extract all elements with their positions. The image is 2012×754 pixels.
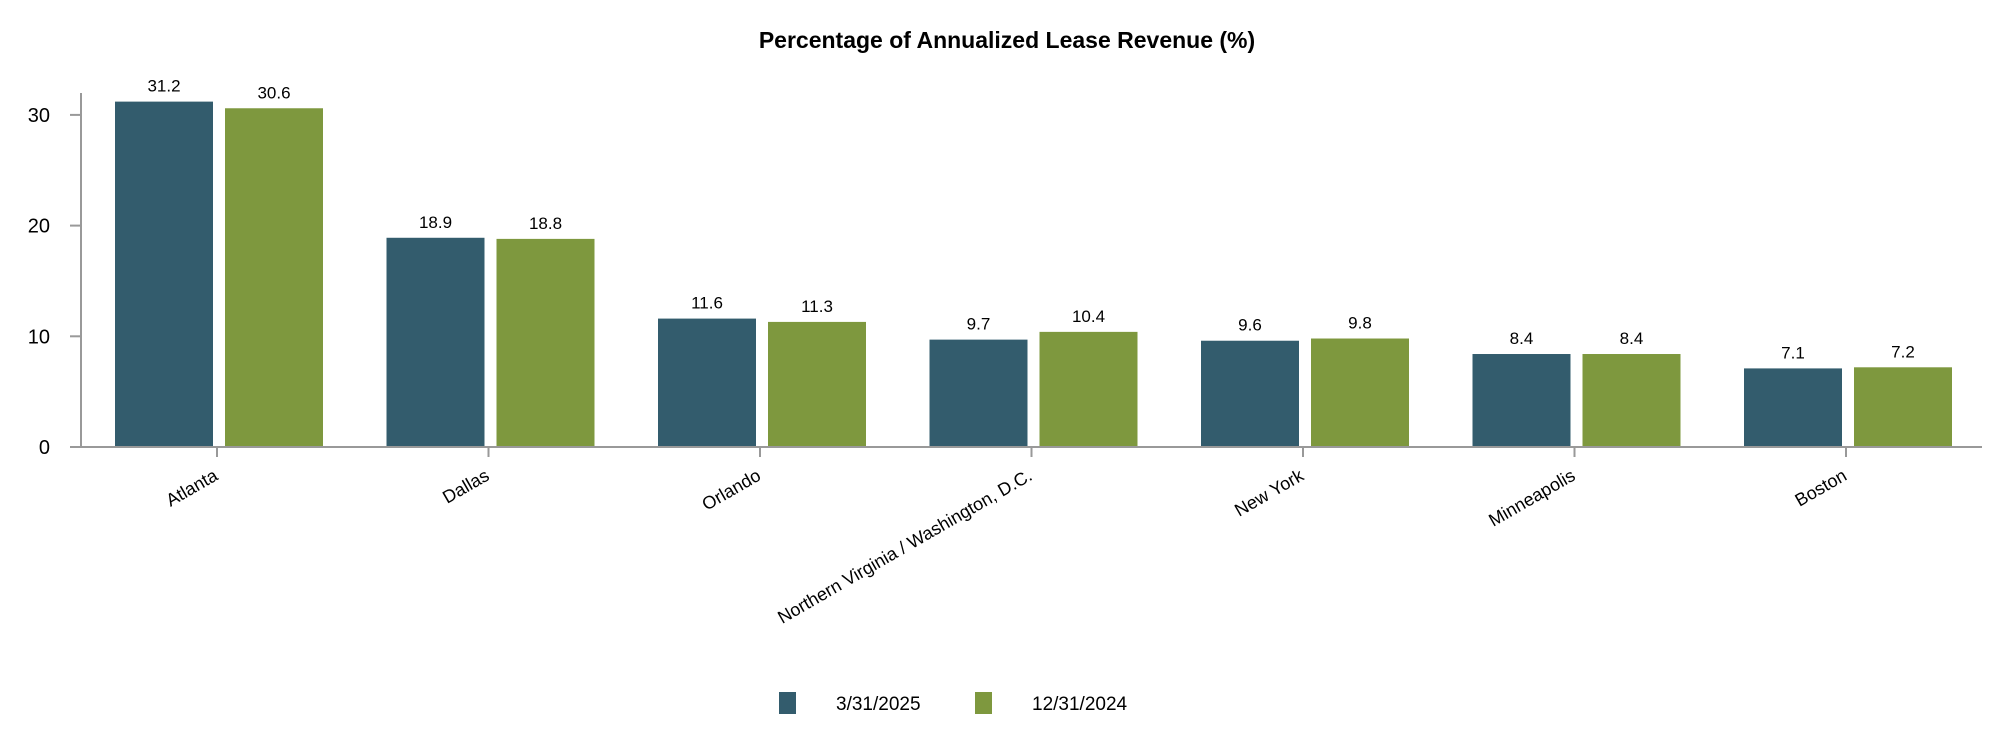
x-category-label: Atlanta: [162, 465, 221, 511]
bars: 31.2 30.6 18.9 18.8 11.6 11.3 9.7 10.4 9.6 9.8 8.4…: [115, 77, 1952, 447]
legend: 3/31/2025 12/31/2024: [779, 692, 1128, 715]
x-category-label: Northern Virginia / Washington, D.C.: [774, 465, 1035, 627]
y-axis: 0 10 20 30: [28, 93, 82, 459]
bar-3-31-2025: [1744, 368, 1842, 446]
bar-12-31-2024: [1311, 338, 1409, 446]
legend-label: 3/31/2025: [836, 694, 921, 715]
data-label: 9.7: [967, 315, 991, 334]
data-label: 18.9: [419, 213, 452, 232]
bar-12-31-2024: [1854, 367, 1952, 446]
y-tick-label: 20: [28, 216, 50, 238]
bar-12-31-2024: [1039, 331, 1138, 446]
data-label: 10.4: [1072, 307, 1105, 326]
data-label: 11.6: [691, 294, 723, 313]
y-tick-label: 30: [28, 105, 50, 127]
data-label: 9.8: [1348, 314, 1372, 333]
x-category-label: New York: [1231, 465, 1308, 521]
legend-swatch: [779, 692, 796, 714]
x-axis: Atlanta Dallas Orlando Northern Virginia / …: [70, 446, 1982, 628]
x-category-label: Boston: [1791, 465, 1850, 510]
bar-3-31-2025: [658, 318, 756, 446]
y-tick-label: 0: [39, 437, 50, 459]
y-tick-label: 10: [28, 326, 50, 348]
bar-12-31-2024: [225, 108, 323, 447]
data-label: 8.4: [1620, 329, 1644, 348]
data-label: 7.2: [1891, 342, 1915, 361]
legend-label: 12/31/2024: [1032, 694, 1128, 715]
x-category-label: Orlando: [699, 465, 764, 514]
x-category-label: Minneapolis: [1485, 465, 1578, 530]
bar-3-31-2025: [1472, 354, 1571, 446]
bar-12-31-2024: [1582, 354, 1681, 446]
bar-12-31-2024: [768, 321, 866, 446]
data-label: 30.6: [257, 83, 290, 102]
data-label: 31.2: [147, 77, 180, 96]
chart-title: Percentage of Annualized Lease Revenue (…: [759, 27, 1255, 53]
data-label: 8.4: [1510, 329, 1534, 348]
data-label: 18.8: [529, 214, 562, 233]
x-category-label: Dallas: [439, 465, 492, 507]
legend-swatch: [975, 692, 992, 714]
bar-12-31-2024: [496, 238, 595, 446]
data-label: 11.3: [801, 297, 833, 316]
bar-3-31-2025: [1201, 340, 1299, 446]
data-label: 7.1: [1781, 343, 1805, 362]
bar-3-31-2025: [386, 237, 485, 446]
data-label: 9.6: [1238, 316, 1262, 335]
bar-3-31-2025: [115, 101, 213, 446]
bar-3-31-2025: [929, 339, 1028, 446]
